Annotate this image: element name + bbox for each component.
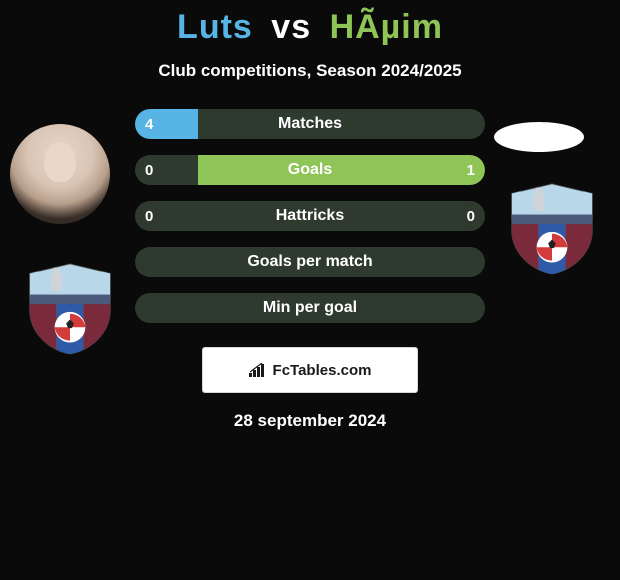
player2-avatar — [494, 122, 584, 152]
player2-club-badge — [504, 180, 600, 276]
stat-label: Hattricks — [276, 207, 344, 225]
stat-bar: 0 1 Goals — [135, 155, 485, 185]
stat-value-left: 0 — [145, 162, 153, 179]
stat-bar: 4 Matches — [135, 109, 485, 139]
subtitle: Club competitions, Season 2024/2025 — [158, 61, 461, 81]
player1-club-badge — [22, 260, 118, 356]
stat-value-right: 0 — [467, 208, 475, 225]
comparison-card: Luts vs HÃµim Club competitions, Season … — [0, 0, 620, 580]
player2-name: HÃµim — [330, 8, 443, 46]
stat-label: Min per goal — [263, 299, 357, 317]
stat-value-left: 0 — [145, 208, 153, 225]
stat-fill-right — [198, 155, 485, 185]
source-label: FcTables.com — [273, 362, 372, 379]
stat-value-left: 4 — [145, 116, 153, 133]
stat-label: Goals — [288, 161, 332, 179]
source-badge: FcTables.com — [202, 347, 418, 393]
stats-bars: 4 Matches 0 1 Goals 0 0 Hattricks Goals per matc… — [135, 109, 485, 323]
stat-label: Matches — [278, 115, 342, 133]
player1-name: Luts — [177, 8, 253, 46]
player1-avatar — [10, 124, 110, 224]
stat-bar: Goals per match — [135, 247, 485, 277]
stat-bar: 0 0 Hattricks — [135, 201, 485, 231]
page-title: Luts vs HÃµim — [177, 8, 443, 47]
stat-bar: Min per goal — [135, 293, 485, 323]
stat-label: Goals per match — [247, 253, 372, 271]
vs-text: vs — [271, 8, 311, 46]
fctables-icon — [249, 363, 267, 377]
date-text: 28 september 2024 — [234, 411, 386, 431]
stat-value-right: 1 — [467, 162, 475, 179]
